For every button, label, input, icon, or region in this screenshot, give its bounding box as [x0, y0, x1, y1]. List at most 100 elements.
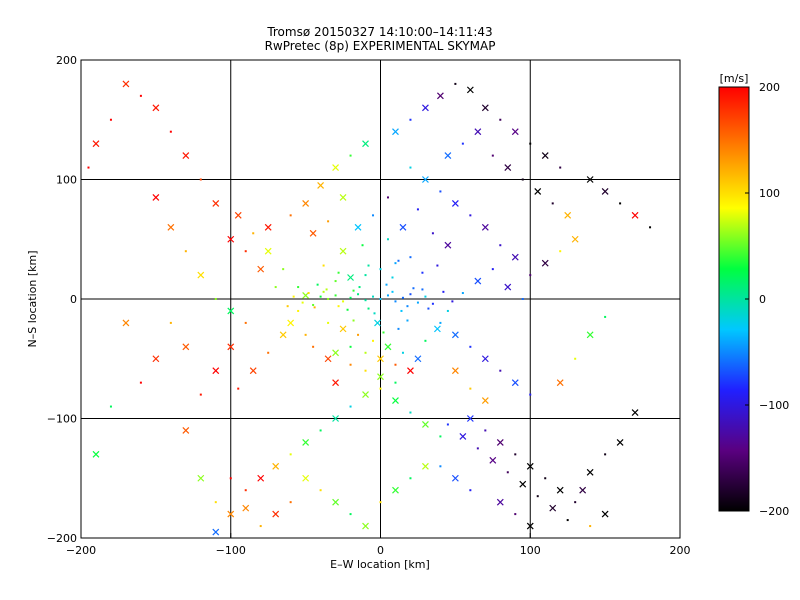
data-point-dot — [349, 513, 352, 516]
data-point-cross — [392, 486, 399, 494]
data-point-cross — [332, 415, 339, 422]
data-point-dot — [514, 513, 517, 516]
colorbar-gradient — [719, 87, 749, 511]
data-point-dot — [199, 393, 202, 396]
data-point-dot — [244, 250, 247, 253]
data-point-cross — [287, 319, 295, 327]
data-point-dot — [349, 154, 352, 157]
data-point-dot — [364, 299, 367, 302]
data-point-cross — [212, 528, 220, 536]
data-point-cross — [616, 438, 624, 446]
data-point-cross — [601, 188, 609, 195]
data-point-cross — [481, 397, 489, 404]
data-point-cross — [392, 128, 399, 136]
data-point-dot — [267, 351, 270, 354]
data-point-cross — [182, 343, 190, 351]
data-point-cross — [414, 355, 422, 363]
data-point-cross — [264, 223, 272, 231]
data-point-dot — [416, 208, 419, 211]
data-point-dot — [337, 271, 340, 274]
data-point-dot — [499, 244, 502, 247]
data-point-cross — [631, 211, 639, 219]
data-point-cross — [227, 307, 235, 315]
data-point-cross — [167, 223, 175, 231]
data-point-cross — [339, 247, 347, 255]
data-point-dot — [461, 142, 464, 145]
data-point-dot — [352, 289, 355, 292]
data-point-cross — [422, 104, 429, 112]
data-point-dot — [439, 465, 442, 468]
data-point-dot — [386, 196, 389, 199]
data-point-dot — [297, 309, 300, 312]
data-point-dot — [319, 489, 322, 492]
data-point-dot — [184, 250, 187, 253]
data-point-dot — [364, 274, 367, 277]
data-point-cross — [451, 367, 459, 375]
data-point-cross — [332, 498, 339, 506]
data-point-cross — [399, 223, 407, 231]
chart-subtitle: RwPretec (8p) EXPERIMENTAL SKYMAP — [265, 39, 496, 53]
data-point-cross — [212, 199, 220, 207]
data-point-cross — [257, 265, 265, 273]
data-point-dot — [169, 321, 172, 324]
data-point-dot — [406, 319, 409, 322]
data-point-dot — [357, 293, 360, 296]
data-point-dot — [364, 351, 367, 354]
data-point-dot — [109, 118, 112, 121]
y-axis-label: N–S location [km] — [26, 250, 39, 347]
data-point-cross — [249, 367, 257, 375]
data-point-dot — [514, 453, 517, 456]
data-point-dot — [544, 477, 547, 480]
data-point-dot — [409, 166, 412, 169]
data-point-cross — [459, 433, 467, 440]
data-point-dot — [604, 315, 607, 318]
data-point-dot — [349, 296, 352, 299]
data-point-dot — [109, 405, 112, 408]
data-point-dot — [334, 280, 337, 283]
data-point-dot — [499, 118, 502, 121]
data-point-cross — [496, 498, 504, 506]
data-point-dot — [431, 302, 434, 305]
data-point-dot — [529, 393, 532, 396]
x-tick-label: 100 — [520, 544, 541, 557]
data-point-cross — [422, 462, 429, 470]
data-point-cross — [436, 92, 444, 100]
data-point-cross — [511, 128, 519, 136]
data-point-cross — [227, 343, 235, 351]
data-point-cross — [242, 504, 250, 512]
data-point-cross — [227, 235, 235, 243]
data-point-dot — [454, 82, 457, 85]
data-point-dot — [400, 309, 403, 312]
data-point-dot — [559, 166, 562, 169]
data-point-cross — [309, 229, 317, 237]
data-point-dot — [301, 301, 304, 304]
data-point-dot — [379, 387, 382, 390]
data-points — [87, 80, 652, 536]
data-point-dot — [334, 294, 337, 297]
data-point-dot — [386, 294, 389, 297]
data-point-dot — [361, 244, 364, 247]
data-point-dot — [589, 525, 592, 528]
data-point-dot — [416, 301, 419, 304]
data-point-dot — [274, 286, 277, 289]
data-point-dot — [394, 262, 397, 265]
data-point-dot — [446, 423, 449, 426]
data-point-cross — [377, 373, 384, 381]
data-point-cross — [377, 355, 384, 363]
colorbar: [m/s] 200 100 0 −100 −200 — [718, 72, 789, 518]
y-tick-label: 100 — [56, 174, 77, 187]
data-point-cross — [433, 325, 441, 333]
y-tick-label: −100 — [47, 413, 77, 426]
y-axis: −200 −100 0 100 200 — [47, 54, 86, 545]
data-point-dot — [506, 471, 509, 474]
data-point-cross — [631, 409, 639, 416]
data-point-dot — [424, 339, 427, 342]
data-point-dot — [289, 214, 292, 217]
data-point-dot — [469, 489, 472, 492]
data-point-cross — [332, 164, 339, 171]
data-point-cross — [332, 379, 339, 387]
data-point-dot — [469, 214, 472, 217]
data-point-cross — [227, 510, 235, 518]
data-point-cross — [339, 325, 347, 333]
data-point-dot — [427, 307, 430, 310]
